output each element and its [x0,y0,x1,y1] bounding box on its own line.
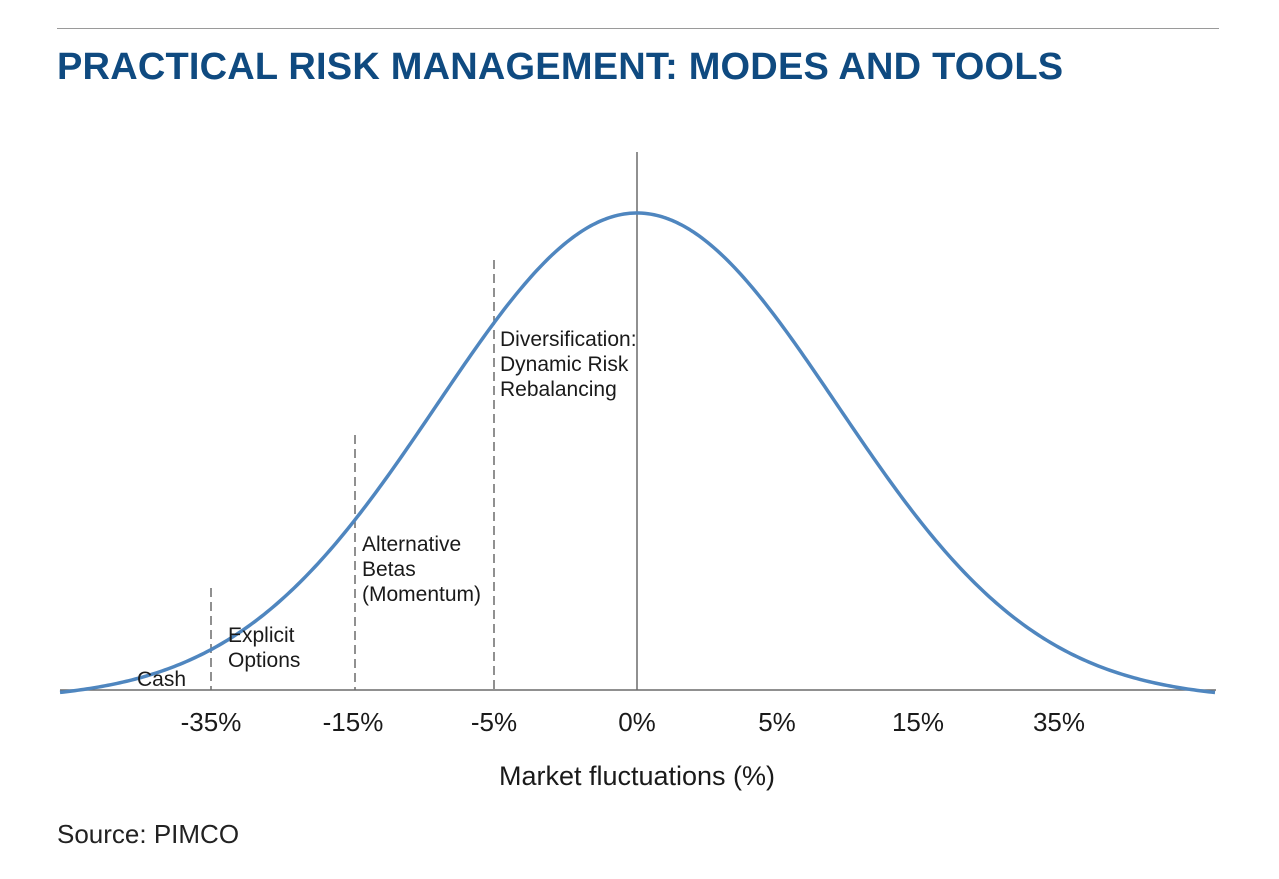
top-rule [57,28,1219,29]
x-axis-title: Market fluctuations (%) [499,761,775,791]
zone-label-diversification: Diversification: Dynamic Risk Rebalancin… [500,328,642,401]
zone-label-explicit-options: Explicit Options [228,624,300,672]
chart-title: PRACTICAL RISK MANAGEMENT: MODES AND TOO… [57,46,1064,88]
source-note: Source: PIMCO [57,819,240,849]
zone-label-alternative-betas: Alternative Betas (Momentum) [362,533,481,606]
zone-label-cash: Cash [137,668,186,691]
bell-curve-line [59,211,1216,695]
x-tick-label: 5% [758,707,796,737]
x-tick-label: 0% [618,707,656,737]
x-tick-label: -5% [471,707,517,737]
x-tick-label: 35% [1033,707,1085,737]
x-tick-label: -15% [323,707,384,737]
x-tick-label: 15% [892,707,944,737]
x-tick-label: -35% [181,707,242,737]
